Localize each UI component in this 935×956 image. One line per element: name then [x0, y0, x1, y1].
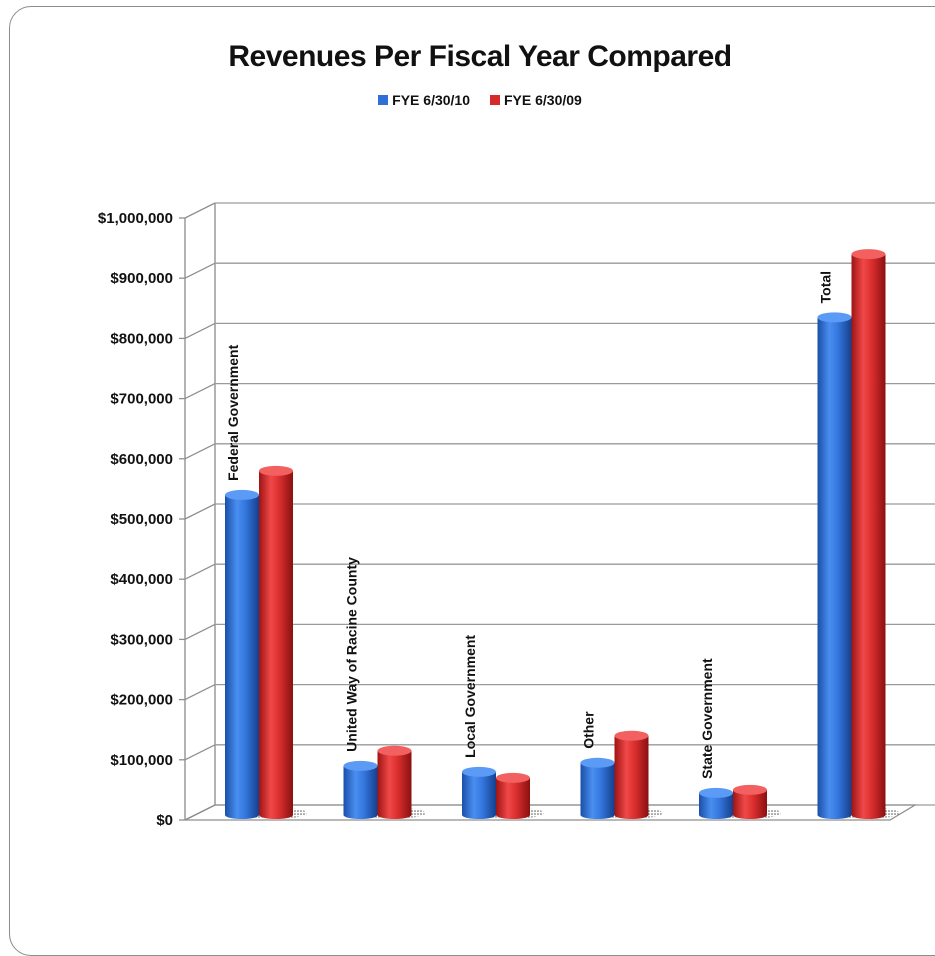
- bar-cap: [733, 784, 767, 795]
- gridline-diagonal: [184, 443, 216, 460]
- category-label: Local Government: [462, 635, 478, 758]
- bar-fye10: [343, 765, 378, 815]
- bar-fye09: [851, 254, 886, 815]
- y-tick-label: $400,000: [110, 571, 173, 588]
- chart-floor: [184, 804, 918, 821]
- y-tick-label: $700,000: [110, 391, 173, 408]
- gridline-diagonal: [184, 322, 216, 339]
- bar-cap: [462, 766, 496, 777]
- bar-fye09: [496, 777, 530, 815]
- category-label: United Way of Racine County: [344, 557, 360, 752]
- legend: FYE 6/30/10 FYE 6/30/09: [0, 92, 935, 108]
- legend-label-series-2: FYE 6/30/09: [504, 92, 582, 108]
- bar-base: [377, 811, 412, 819]
- bar-cap: [225, 489, 259, 500]
- y-tick-label: $0: [156, 812, 173, 829]
- y-tick-label: $1,000,000: [98, 210, 173, 227]
- gridline-diagonal: [184, 202, 216, 219]
- legend-item-series-1: FYE 6/30/10: [378, 92, 470, 108]
- bar-base: [614, 811, 649, 819]
- bar-cap: [496, 772, 530, 783]
- legend-label-series-1: FYE 6/30/10: [392, 92, 470, 108]
- bar-fye10: [699, 792, 733, 815]
- bar-cap: [614, 730, 649, 741]
- gridline-diagonal: [184, 563, 216, 580]
- y-tick-label: $900,000: [110, 270, 173, 287]
- gridline-diagonal: [184, 684, 216, 701]
- y-tick-label: $800,000: [110, 330, 173, 347]
- bars: [225, 249, 900, 819]
- bar-chart: $0 $100,000 $200,000 $300,000 $400,000 $500,0…: [98, 202, 935, 829]
- bar-base: [462, 811, 496, 819]
- gridline-diagonal: [184, 623, 216, 640]
- gridline-diagonal: [184, 744, 216, 761]
- bar-fye09: [259, 470, 293, 815]
- bar-cap: [699, 787, 733, 798]
- legend-item-series-2: FYE 6/30/09: [490, 92, 582, 108]
- category-label: Total: [818, 271, 834, 303]
- bar-base: [851, 811, 886, 819]
- y-axis: $0 $100,000 $200,000 $300,000 $400,000 $500,0…: [98, 210, 185, 829]
- bar-fye10: [462, 771, 496, 815]
- bar-cap: [259, 465, 293, 476]
- y-tick-label: $500,000: [110, 511, 173, 528]
- bar-cap: [377, 745, 412, 756]
- bar-fye10: [817, 317, 852, 815]
- legend-swatch-series-2: [490, 95, 500, 105]
- category-label: Other: [581, 711, 597, 749]
- y-tick-label: $100,000: [110, 752, 173, 769]
- category-labels: Federal Government United Way of Racine C…: [225, 271, 834, 779]
- bar-base: [225, 811, 259, 819]
- category-label: Federal Government: [225, 344, 241, 480]
- bar-base: [699, 811, 733, 819]
- bar-base: [343, 811, 378, 819]
- gridline-diagonal: [184, 503, 216, 520]
- category-label: State Government: [699, 658, 715, 779]
- bar-cap: [817, 312, 852, 323]
- legend-swatch-series-1: [378, 95, 389, 105]
- y-tick-label: $300,000: [110, 631, 173, 648]
- bar-fye09: [377, 750, 412, 815]
- gridline-diagonal: [184, 262, 216, 279]
- bar-base: [733, 811, 767, 819]
- y-tick-label: $200,000: [110, 692, 173, 709]
- bar-fye10: [580, 762, 615, 815]
- bar-cap: [343, 760, 378, 771]
- y-tick-label: $600,000: [110, 451, 173, 468]
- gridline-diagonal: [184, 383, 216, 400]
- bar-cap: [580, 757, 615, 768]
- bar-base: [259, 811, 293, 819]
- bar-fye10: [225, 494, 259, 815]
- bar-base: [496, 811, 530, 819]
- bar-base: [580, 811, 615, 819]
- bar-fye09: [614, 735, 649, 815]
- bar-base: [817, 811, 852, 819]
- chart-title: Revenues Per Fiscal Year Compared: [228, 40, 732, 73]
- bar-cap: [851, 249, 886, 260]
